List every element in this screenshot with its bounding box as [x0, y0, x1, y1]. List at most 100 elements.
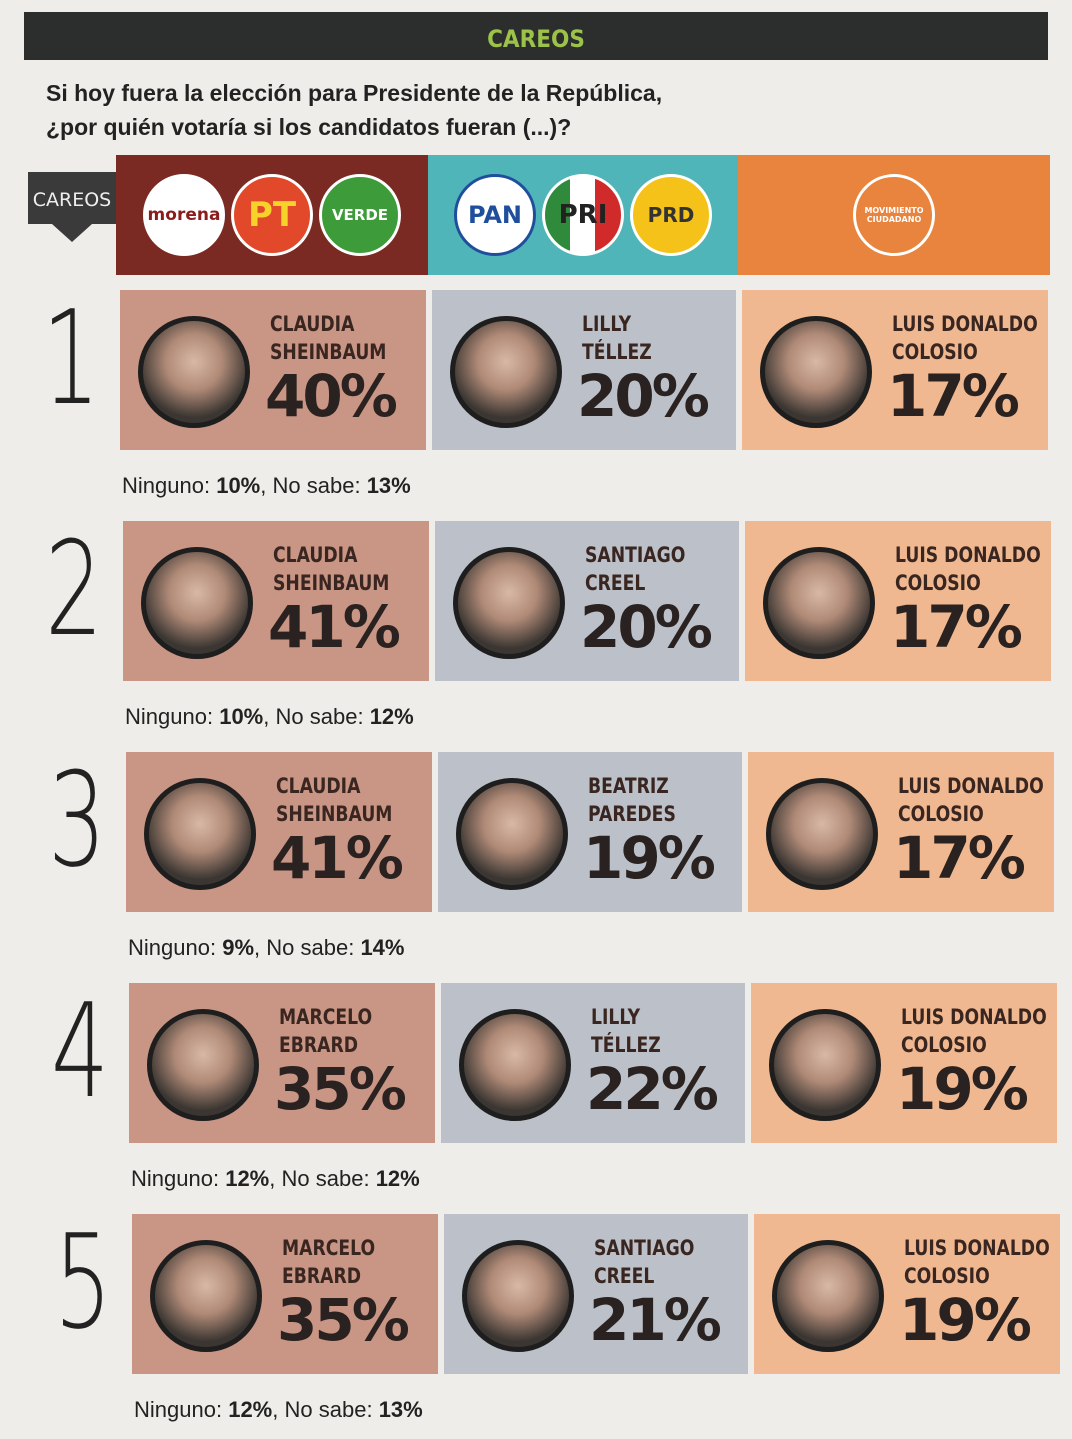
candidate-name: MARCELO: [279, 1003, 372, 1031]
party-logo: VERDE: [319, 174, 401, 256]
ninguno-value: 12%: [225, 1166, 269, 1191]
candidate-photo: [138, 316, 250, 428]
candidate-percent: 41%: [268, 593, 398, 661]
no-sabe-label: No sabe:: [282, 1166, 370, 1191]
ninguno-value: 10%: [216, 473, 260, 498]
candidate-name: CLAUDIA: [270, 310, 354, 338]
no-sabe-label: No sabe:: [273, 473, 361, 498]
candidate-photo: [147, 1009, 259, 1121]
candidate-name: LUIS DONALDO: [904, 1234, 1050, 1262]
candidate-percent: 17%: [893, 824, 1023, 892]
no-sabe-value: 12%: [370, 704, 414, 729]
candidate-percent: 35%: [277, 1286, 407, 1354]
separator: ,: [260, 473, 266, 498]
candidate-photo: [766, 778, 878, 890]
ninguno-label: Ninguno:: [128, 935, 216, 960]
undecided-line: Ninguno: 12%, No sabe: 13%: [134, 1397, 423, 1423]
matchup-number: 2: [43, 513, 106, 665]
candidate-percent: 17%: [887, 362, 1017, 430]
separator: ,: [263, 704, 269, 729]
candidate-name: LUIS DONALDO: [895, 541, 1041, 569]
candidate-percent: 19%: [896, 1055, 1026, 1123]
candidate-name: CLAUDIA: [273, 541, 357, 569]
candidate-percent: 40%: [265, 362, 395, 430]
candidate-photo: [462, 1240, 574, 1352]
ninguno-value: 10%: [219, 704, 263, 729]
candidate-name: LUIS DONALDO: [892, 310, 1038, 338]
candidate-name: LILLY: [591, 1003, 640, 1031]
ninguno-label: Ninguno:: [134, 1397, 222, 1422]
candidate-photo: [763, 547, 875, 659]
candidate-percent: 19%: [583, 824, 713, 892]
undecided-line: Ninguno: 10%, No sabe: 12%: [125, 704, 414, 730]
undecided-line: Ninguno: 9%, No sabe: 14%: [128, 935, 404, 961]
no-sabe-label: No sabe:: [285, 1397, 373, 1422]
ninguno-label: Ninguno:: [125, 704, 213, 729]
no-sabe-value: 13%: [379, 1397, 423, 1422]
ninguno-label: Ninguno:: [122, 473, 210, 498]
matchup-number: 5: [52, 1206, 115, 1358]
undecided-line: Ninguno: 10%, No sabe: 13%: [122, 473, 411, 499]
no-sabe-value: 12%: [376, 1166, 420, 1191]
candidate-photo: [144, 778, 256, 890]
ninguno-value: 12%: [228, 1397, 272, 1422]
no-sabe-label: No sabe:: [276, 704, 364, 729]
ninguno-value: 9%: [222, 935, 254, 960]
candidate-percent: 20%: [577, 362, 707, 430]
candidate-photo: [141, 547, 253, 659]
page: CAREOS Si hoy fuera la elección para Pre…: [0, 0, 1072, 1439]
candidate-photo: [760, 316, 872, 428]
candidate-percent: 19%: [899, 1286, 1029, 1354]
candidate-box: BEATRIZPAREDES19%: [438, 752, 742, 912]
party-group: MOVIMIENTO CIUDADANO: [738, 155, 1050, 275]
matchup-number: 3: [46, 744, 109, 896]
party-logo: MOVIMIENTO CIUDADANO: [853, 174, 935, 256]
candidate-photo: [459, 1009, 571, 1121]
candidate-name: SANTIAGO: [594, 1234, 694, 1262]
undecided-line: Ninguno: 12%, No sabe: 12%: [131, 1166, 420, 1192]
candidate-name: LUIS DONALDO: [898, 772, 1044, 800]
party-logo: PRD: [630, 174, 712, 256]
section-bar: CAREOS: [24, 12, 1048, 60]
candidate-photo: [769, 1009, 881, 1121]
no-sabe-value: 14%: [360, 935, 404, 960]
section-title: CAREOS: [487, 25, 585, 53]
separator: ,: [254, 935, 260, 960]
candidate-photo: [450, 316, 562, 428]
question-line: Si hoy fuera la elección para Presidente…: [46, 80, 662, 107]
tag-arrow: [52, 224, 92, 242]
candidate-name: BEATRIZ: [588, 772, 669, 800]
candidate-photo: [453, 547, 565, 659]
candidate-percent: 35%: [274, 1055, 404, 1123]
ninguno-label: Ninguno:: [131, 1166, 219, 1191]
candidate-percent: 22%: [586, 1055, 716, 1123]
candidate-name: LUIS DONALDO: [901, 1003, 1047, 1031]
candidate-name: CLAUDIA: [276, 772, 360, 800]
matchup-number: 4: [49, 975, 112, 1127]
matchup-number: 1: [40, 282, 103, 434]
party-logo: morena: [143, 174, 225, 256]
candidate-percent: 17%: [890, 593, 1020, 661]
no-sabe-label: No sabe:: [266, 935, 354, 960]
party-logo: PT: [231, 174, 313, 256]
careos-tag: CAREOS: [28, 172, 116, 224]
candidate-photo: [456, 778, 568, 890]
candidate-photo: [772, 1240, 884, 1352]
separator: ,: [272, 1397, 278, 1422]
no-sabe-value: 13%: [367, 473, 411, 498]
candidate-name: LILLY: [582, 310, 631, 338]
